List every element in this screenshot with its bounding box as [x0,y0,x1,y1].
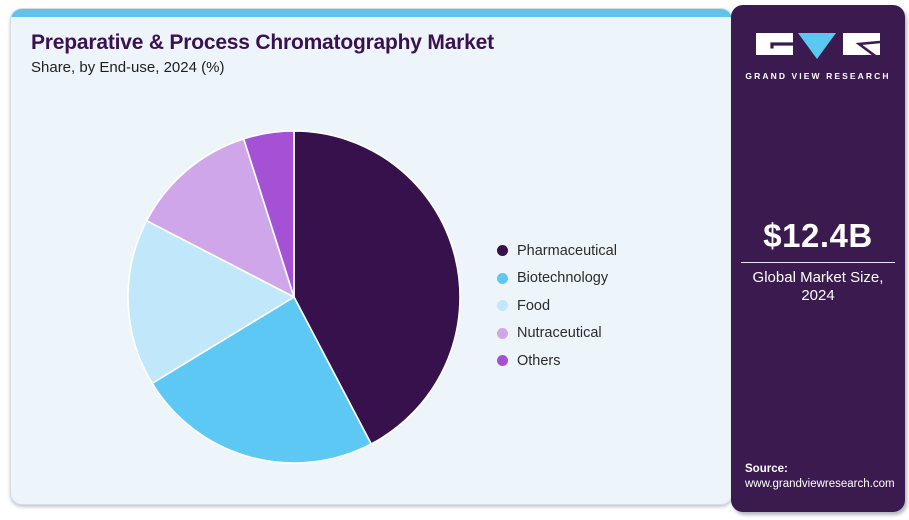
source-label: Source: [745,463,788,475]
legend-swatch [497,327,508,339]
page-title: Preparative & Process Chromatography Mar… [31,31,494,54]
legend-item: Biotechnology [497,265,617,293]
pie-slice-biotechnology [151,296,373,464]
card-top-accent-bar [11,9,732,17]
market-size-caption: Global Market Size, 2024 [752,269,884,305]
market-size-value: $12.4B [763,217,873,254]
legend-label: Biotechnology [517,270,609,287]
source-url: www.grandviewresearch.com [745,478,895,490]
chart-card: Preparative & Process Chromatography Mar… [10,8,733,505]
pie-chart-container [124,127,464,467]
legend: Pharmaceutical Biotechnology Food Nutraceut… [497,237,617,375]
legend-label: Others [517,352,561,369]
legend-swatch [497,245,508,257]
legend-swatch [497,355,508,367]
legend-item: Pharmaceutical [497,237,617,265]
pie-slice-food [127,219,295,385]
sidebar: GRAND VIEW RESEARCH $12.4B Global Market… [731,5,905,512]
market-size-block: $12.4B Global Market Size, 2024 [731,217,905,306]
legend-item: Nutraceutical [497,320,617,348]
pie-slice-pharmaceutical [293,130,461,445]
legend-swatch [497,300,508,312]
legend-label: Nutraceutical [517,325,602,342]
gvr-logo-icon [756,33,883,63]
legend-item: Others [497,347,617,375]
legend-item: Food [497,292,617,320]
pie-chart [127,130,461,464]
legend-label: Pharmaceutical [517,242,617,259]
page-subtitle: Share, by End-use, 2024 (%) [31,59,225,76]
source-block: Source: www.grandviewresearch.com [745,463,895,490]
gvr-logo-text: GRAND VIEW RESEARCH [745,71,891,81]
market-size-divider [741,262,895,263]
pie-slice-nutraceutical [145,138,295,298]
legend-label: Food [517,297,551,314]
legend-swatch [497,272,508,284]
pie-slice-others [242,130,295,298]
gvr-logo-block: GRAND VIEW RESEARCH [731,31,905,81]
